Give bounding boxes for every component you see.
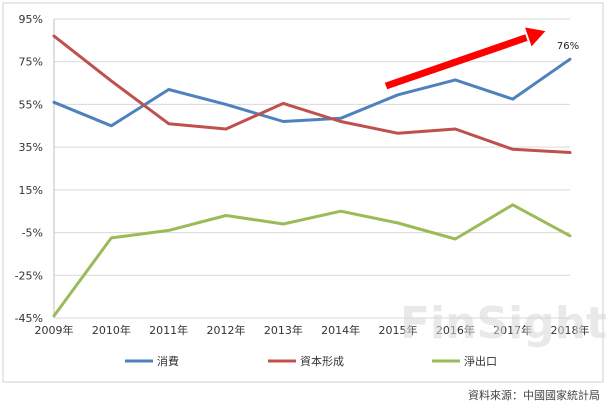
y-tick-label: 75% [19, 56, 43, 69]
legend-label: 資本形成 [300, 354, 344, 368]
x-tick-label: 2013年 [264, 323, 303, 337]
source-note: 資料來源：中國國家統計局 [468, 388, 600, 402]
y-tick-label: -5% [22, 227, 43, 240]
series-line [52, 57, 572, 128]
series-line [52, 34, 572, 154]
trend-arrow-shaft [384, 34, 528, 90]
series-line [52, 203, 572, 318]
trend-arrow-head [525, 27, 546, 47]
x-tick-label: 2012年 [207, 323, 246, 337]
y-tick-label: -45% [15, 312, 43, 325]
y-tick-label: 95% [19, 13, 43, 26]
y-tick-label: 15% [19, 184, 43, 197]
x-tick-label: 2018年 [551, 323, 590, 337]
x-tick-label: 2011年 [149, 323, 188, 337]
x-tick-label: 2015年 [379, 323, 418, 337]
x-tick-label: 2014年 [321, 323, 360, 337]
x-tick-label: 2010年 [92, 323, 131, 337]
y-tick-label: 35% [19, 141, 43, 154]
x-tick-label: 2009年 [35, 323, 74, 337]
chart-frame [2, 2, 604, 383]
legend-label: 淨出口 [464, 354, 497, 368]
watermark-text: FinSight [400, 298, 606, 349]
y-tick-label: -25% [15, 269, 43, 282]
x-tick-label: 2016年 [436, 323, 475, 337]
y-tick-label: 55% [19, 98, 43, 111]
x-tick-label: 2017年 [493, 323, 532, 337]
legend-label: 消費 [157, 354, 179, 368]
data-label: 76% [557, 41, 579, 52]
